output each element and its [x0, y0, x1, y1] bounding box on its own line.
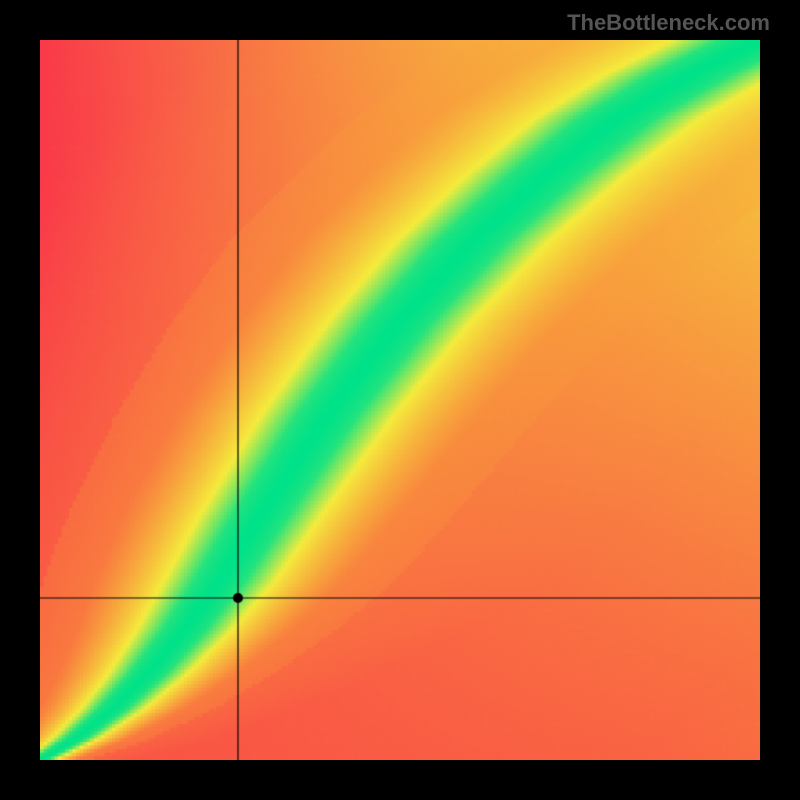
heatmap-canvas: [40, 40, 760, 760]
watermark-text: TheBottleneck.com: [567, 10, 770, 36]
heatmap-plot: [40, 40, 760, 760]
